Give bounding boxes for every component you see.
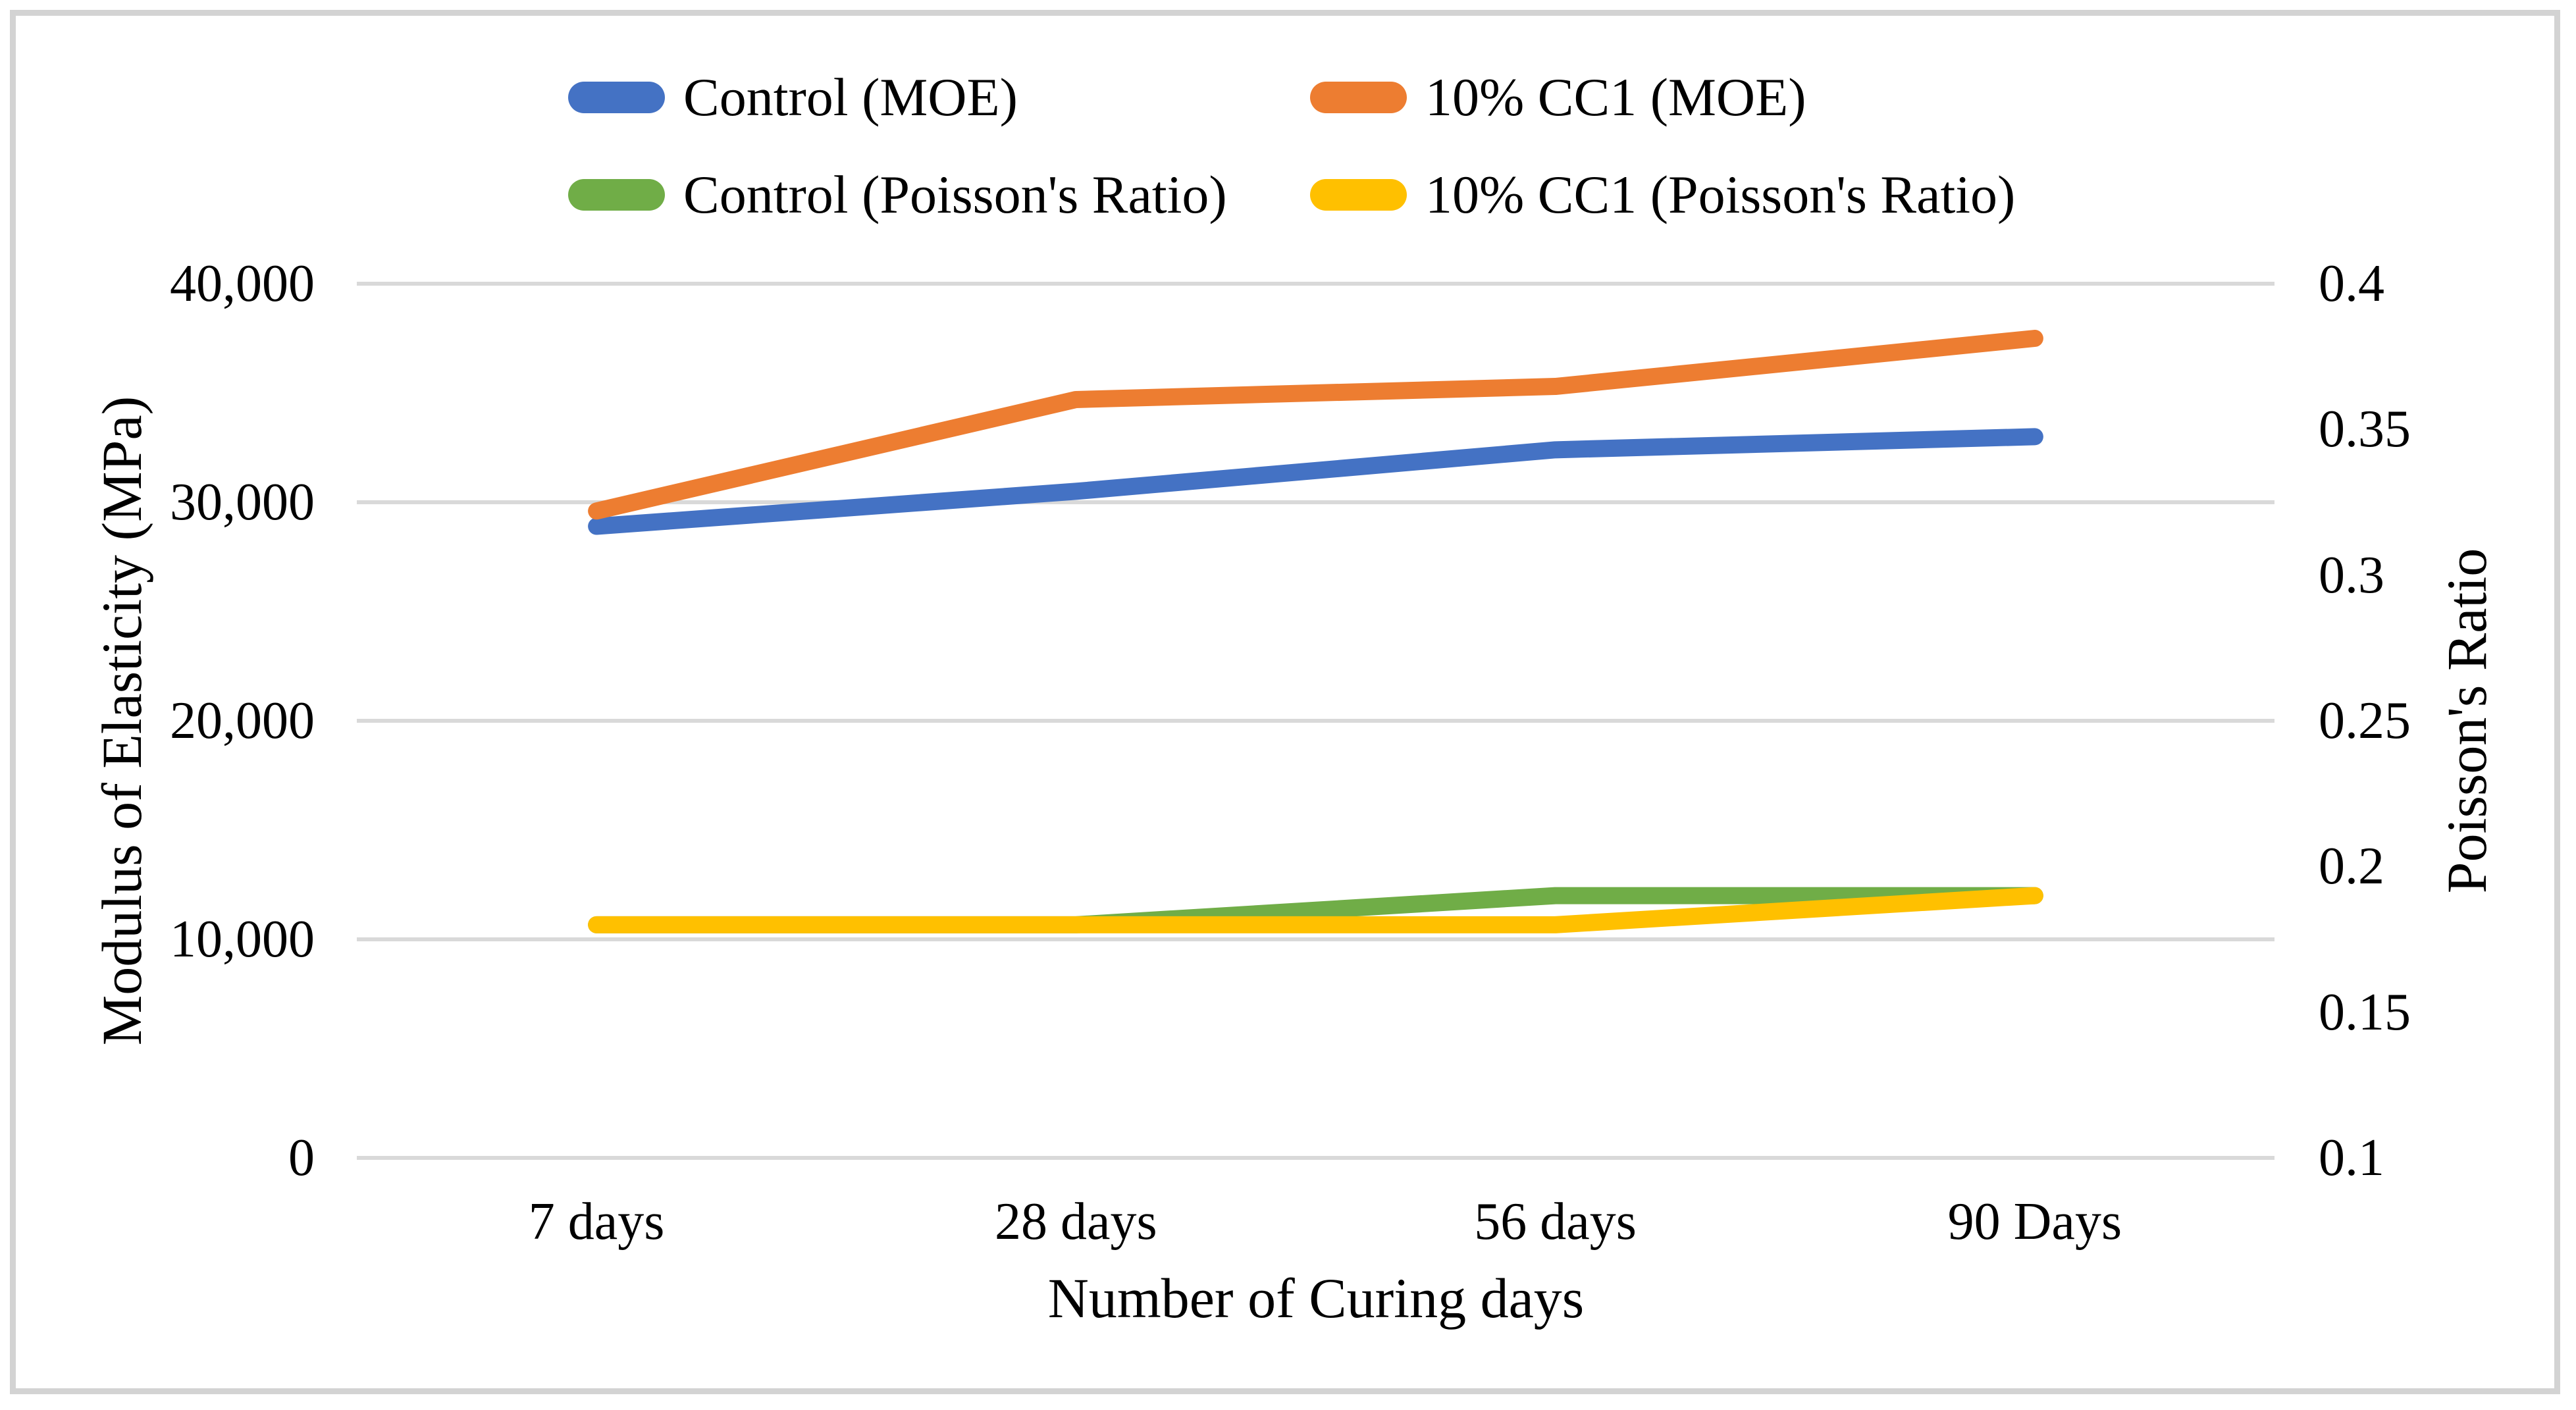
left-axis-tick-label: 0	[288, 1129, 315, 1187]
x-axis-tick-label: 56 days	[1474, 1193, 1637, 1251]
legend-swatch-control-poisson	[568, 179, 665, 211]
right-axis-tick-label: 0.35	[2319, 400, 2411, 459]
left-axis-tick-label: 30,000	[170, 473, 315, 531]
legend-item-10cc1-moe: 10% CC1 (MOE)	[1310, 65, 1806, 130]
series-line-10-cc1-moe	[588, 330, 2043, 520]
legend-swatch-10cc1-poisson	[1310, 179, 1407, 211]
x-axis-title: Number of Curing days	[1047, 1266, 1585, 1330]
right-axis-tick-label: 0.4	[2319, 255, 2384, 313]
legend-item-10cc1-poisson: 10% CC1 (Poisson's Ratio)	[1310, 162, 2015, 228]
right-axis-tick-label: 0.3	[2319, 546, 2384, 604]
legend-swatch-10cc1-moe	[1310, 82, 1407, 113]
right-axis-tick-label: 0.2	[2319, 837, 2384, 896]
x-axis-tick-label: 28 days	[995, 1193, 1157, 1251]
left-axis-tick-label: 10,000	[170, 910, 315, 968]
series-line-control-moe	[588, 428, 2043, 535]
legend-label-control-moe: Control (MOE)	[683, 67, 1018, 127]
legend-item-control-moe: Control (MOE)	[568, 65, 1018, 130]
legend-item-control-poisson: Control (Poisson's Ratio)	[568, 162, 1227, 228]
legend-swatch-control-moe	[568, 82, 665, 113]
x-axis-tick-label: 7 days	[528, 1193, 665, 1251]
series-line-10-cc1-poisson-s-ratio	[588, 887, 2043, 933]
right-axis-tick-label: 0.25	[2319, 692, 2411, 750]
legend-label-control-poisson: Control (Poisson's Ratio)	[683, 165, 1227, 224]
figure-border	[10, 10, 2560, 1394]
left-axis-tick-label: 40,000	[170, 255, 315, 313]
left-axis-tick-label: 20,000	[170, 692, 315, 750]
x-axis-tick-label: 90 Days	[1947, 1193, 2122, 1251]
legend-label-10cc1-moe: 10% CC1 (MOE)	[1425, 67, 1806, 127]
right-axis-tick-label: 0.15	[2319, 983, 2411, 1041]
right-axis-tick-label: 0.1	[2319, 1129, 2384, 1187]
legend-label-10cc1-poisson: 10% CC1 (Poisson's Ratio)	[1425, 165, 2016, 224]
